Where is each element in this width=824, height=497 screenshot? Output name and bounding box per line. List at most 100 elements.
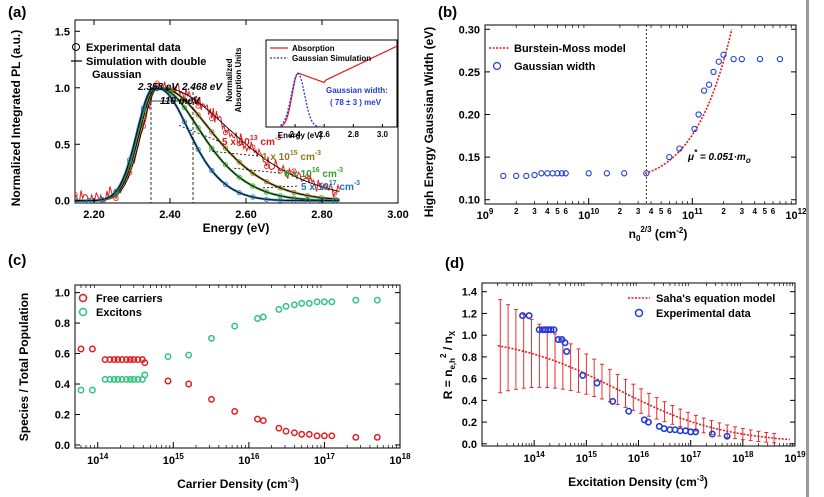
data-point [291,198,297,203]
data-point [236,174,242,180]
y-tick-label-a: 0.0 [55,196,70,208]
experimental-point-d [625,407,633,415]
spectra-group [75,80,340,203]
x-axis-title-d: Excitation Density (cm-3) [568,474,708,489]
y-tick-label-b: 0.30 [459,24,480,36]
x-minor-label-b: 4 [545,207,550,216]
experimental-point-d [519,312,527,320]
inset-note-2: ( 78 ± 3 ) meV [330,98,382,107]
inset-y-title-2: Absorption Units [234,47,243,112]
y-tick-label-a: 1.0 [55,83,70,95]
legend-excitons: Excitons [96,307,142,319]
gaussian-width-point [523,172,530,180]
series-label-arrow [177,124,219,142]
panel-label-c: (c) [8,252,26,269]
y-tick-label-b: 0.20 [459,110,480,122]
x-tick-label-c: 1014 [87,452,109,467]
y-axis-title-b: High Energy Gaussian Width (eV) [422,27,436,218]
gaussian-width-point [715,58,722,65]
population-point [208,334,215,342]
experimental-point-d [579,371,587,379]
y-tick-label-a: 1.5 [55,26,70,38]
data-point [181,97,187,103]
population-point [123,356,130,364]
peak2-label: 2.468 eV [181,82,223,93]
population-point [305,299,313,307]
panel-d: 0.0 0.2 0.4 0.6 0.8 1.0 1.2 1.4 1014 1015 1016 1017… [439,282,806,489]
experimental-point-d [660,425,668,433]
x-tick-label-c: 1017 [314,452,336,467]
population-point [164,353,172,361]
data-point [181,104,187,111]
population-plot [77,296,381,441]
x-tick-label-d: 1016 [628,450,650,465]
experimental-point-d [561,339,569,347]
gaussian-width-point [691,125,698,133]
saha-model-curve [497,344,790,441]
x-tick-label-c: 1018 [389,452,411,467]
experimental-point-d [692,428,700,436]
x-tick-label-c: 1016 [238,452,260,467]
x-tick-label-d: 1015 [576,450,598,465]
y-tick-label-c: 0.4 [55,379,71,391]
population-point [134,356,142,364]
population-point [298,299,306,307]
series-label: 5 x 1013 cm-3 [222,135,281,148]
x-minor-label-b: 6 [771,207,776,216]
panel-label-a: (a) [8,4,26,21]
data-point [75,192,78,198]
y-tick-label-d: 1.4 [462,287,478,299]
x-minor-label-b: 5 [555,207,560,216]
experimental-point-d [644,418,652,426]
data-point [154,80,160,86]
x-minor-label-b: 5 [659,207,664,216]
data-point [222,130,229,136]
population-point [141,371,149,379]
population-point [328,432,336,440]
data-point [250,144,256,150]
simulation-curve [75,87,340,202]
population-point [208,395,215,403]
x-tick-label-c: 1015 [163,452,185,467]
legend-marker-experimental [72,43,80,51]
population-point [141,359,149,367]
legend-simulation: Simulation with double [86,56,206,68]
gaussian-width-point [710,68,717,76]
y-axis-title-c: Species / Total Population [17,293,31,441]
gaussian-width-point [531,171,538,179]
population-point [130,356,138,364]
population-point [352,433,360,441]
legend-saha: Saha's equation model [656,293,775,305]
series-label: 5 x 1017 cm-3 [301,180,360,193]
x-tick-label-b: 1011 [682,207,703,222]
simulation-curve [75,87,340,202]
panel-a: 2.20 2.40 2.60 2.80 3.00 0.0 0.5 1.0 1.5 Energy … [9,19,409,235]
data-point [277,168,283,174]
x-minor-label-b: 6 [667,207,672,216]
population-point [110,356,118,364]
data-point [332,190,338,196]
gaussian-width-point [738,55,745,63]
x-minor-label-b: 5 [763,207,768,216]
data-point [318,198,324,203]
experimental-point-d [547,326,555,334]
data-point [99,197,106,203]
population-point [290,301,298,309]
x-minor-label-b: 3 [532,207,537,216]
population-point [106,356,114,364]
population-point [313,432,321,440]
y-tick-label-d: 0.0 [462,439,477,451]
x-tick-label-a: 2.60 [235,209,256,221]
gaussian-width-point [695,111,702,118]
x-axis-title-c: Carrier Density (cm-3) [177,476,299,491]
population-point [254,415,261,423]
gaussian-simulation-curve [280,72,322,128]
data-point [236,159,242,165]
y-tick-label-d: 0.4 [462,395,478,407]
population-point [231,407,239,415]
gaussian-width-point [666,153,673,161]
population-point [282,302,290,310]
y-tick-label-d: 1.0 [462,330,477,342]
inset-legend-absorption: Absorption [292,44,335,53]
